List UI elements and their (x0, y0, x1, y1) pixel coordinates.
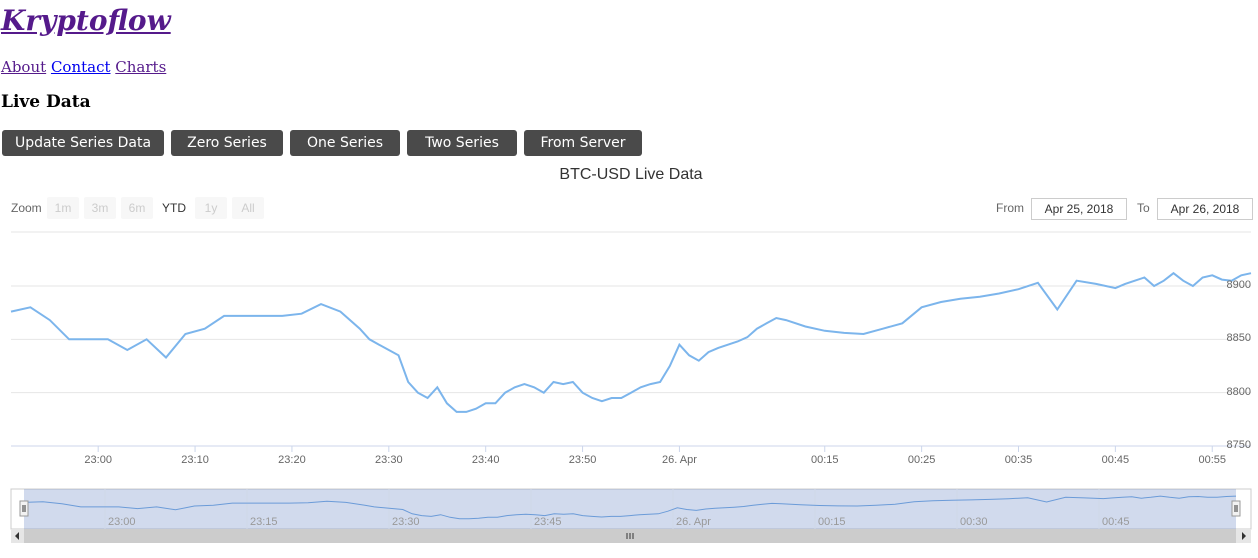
update-series-data-button[interactable]: Update Series Data (2, 130, 164, 156)
to-date-input[interactable]: Apr 26, 2018 (1157, 198, 1253, 220)
from-date-input[interactable]: Apr 25, 2018 (1031, 198, 1127, 220)
chart-title: BTC-USD Live Data (559, 166, 703, 183)
grid-lines (11, 231, 1251, 452)
zoom-3m-button[interactable]: 3m (84, 197, 116, 219)
scrollbar-grip-icon (626, 533, 634, 539)
site-title: Kryptoflow (1, 4, 171, 37)
chart-svg (10, 231, 1252, 543)
y-tick-label: 8800 (1226, 385, 1251, 398)
zoom-1m-button[interactable]: 1m (47, 197, 79, 219)
nav-link-contact[interactable]: Contact (50, 58, 111, 76)
stock-chart: BTC-USD Live Data Zoom 1m 3m 6m YTD 1y A… (0, 160, 1258, 558)
x-tick-label: 23:10 (181, 454, 209, 466)
x-tick-label: 00:25 (907, 454, 936, 466)
button-row: Update Series Data Zero Series One Serie… (2, 130, 649, 156)
zero-series-button[interactable]: Zero Series (171, 130, 283, 156)
navigator-tick-label: 00:15 (818, 516, 846, 528)
price-series-line (10, 271, 1252, 413)
y-tick-label: 8900 (1226, 279, 1251, 291)
y-tick-label: 8850 (1226, 332, 1251, 345)
x-tick-label: 23:20 (278, 454, 306, 466)
navigator-selection[interactable] (24, 489, 1236, 529)
one-series-button[interactable]: One Series (290, 130, 400, 156)
section-title: Live Data (1, 92, 91, 112)
navigator-grid (104, 489, 1100, 529)
x-tick-label: 23:40 (471, 454, 500, 466)
zoom-all-button[interactable]: All (232, 197, 264, 219)
navigator-handle-left[interactable] (19, 500, 29, 517)
nav-link-charts[interactable]: Charts (115, 58, 167, 76)
site-title-link[interactable]: Kryptoflow (1, 4, 171, 37)
zoom-label: Zoom (11, 201, 42, 215)
to-label: To (1137, 201, 1150, 215)
zoom-1y-button[interactable]: 1y (195, 197, 227, 219)
from-label: From (996, 201, 1024, 215)
zoom-6m-button[interactable]: 6m (121, 197, 153, 219)
x-tick-label: 23:50 (568, 454, 597, 466)
scroll-right-icon (1242, 532, 1246, 540)
navigator-tick-label: 00:30 (960, 516, 988, 528)
navigator-series-line (23, 495, 1237, 520)
scroll-left-icon (15, 532, 19, 540)
navigator-tick-label: 23:45 (534, 516, 562, 528)
nav-link-about[interactable]: About (1, 58, 47, 76)
zoom-ytd-button[interactable]: YTD (158, 197, 190, 219)
navigator-tick-label: 00:45 (1102, 516, 1130, 528)
x-tick-label: 23:30 (375, 454, 403, 466)
x-tick-label: 00:45 (1101, 454, 1130, 466)
x-tick-label: 00:35 (1004, 454, 1033, 466)
navigator-tick-label: 23:00 (108, 516, 136, 528)
navigator-tick-label: 23:15 (250, 516, 278, 528)
from-server-button[interactable]: From Server (524, 130, 642, 156)
y-tick-label: 8750 (1226, 439, 1251, 451)
x-tick-label: 00:15 (810, 454, 839, 466)
navigator-tick-label: 23:30 (392, 516, 420, 528)
navigator-tick-label: 26. Apr (676, 516, 711, 528)
two-series-button[interactable]: Two Series (407, 130, 517, 156)
navigator-handle-right[interactable] (1231, 500, 1241, 517)
x-tick-label: 26. Apr (662, 454, 697, 466)
x-tick-label: 00:55 (1198, 454, 1227, 466)
x-tick-label: 23:00 (84, 454, 112, 466)
nav: About Contact Charts (1, 58, 166, 76)
navigator-outline (10, 488, 1252, 530)
